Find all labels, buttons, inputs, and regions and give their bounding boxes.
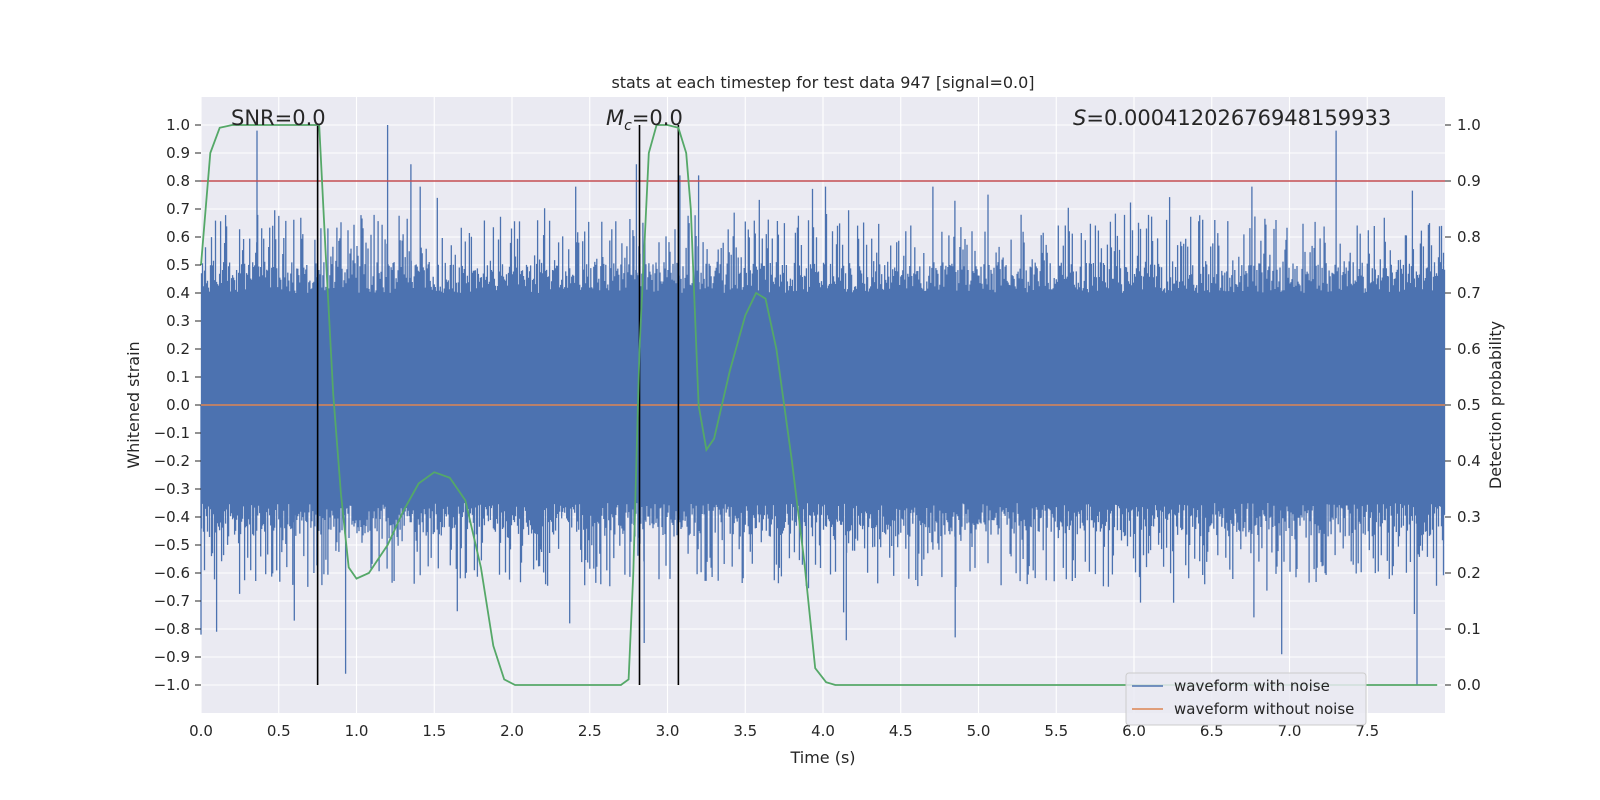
- y-tick-label: −0.1: [154, 424, 190, 442]
- y2-tick-label: 0.9: [1457, 172, 1481, 190]
- legend-box: [1125, 672, 1367, 726]
- y2-tick-label: 0.0: [1457, 676, 1481, 694]
- x-tick-label: 1.0: [345, 722, 369, 740]
- y-tick-label: −0.7: [154, 592, 190, 610]
- y2-tick-label: 0.6: [1457, 340, 1481, 358]
- x-tick-label: 6.0: [1122, 722, 1146, 740]
- y-tick-label: 0.3: [166, 312, 190, 330]
- chirp-mass-annotation: Mc=0.0: [606, 106, 683, 134]
- x-tick-label: 1.5: [422, 722, 446, 740]
- snr-annotation: SNR=0.0: [231, 106, 326, 130]
- x-tick-label: 4.0: [811, 722, 835, 740]
- y2-tick-label: 0.3: [1457, 508, 1481, 526]
- x-tick-label: 3.5: [733, 722, 757, 740]
- y2-tick-label: 0.7: [1457, 284, 1481, 302]
- y2-tick-label: 0.1: [1457, 620, 1481, 638]
- y-tick-label: 0.2: [166, 340, 190, 358]
- y2-tick-label: 0.8: [1457, 228, 1481, 246]
- y-tick-label: −1.0: [154, 676, 190, 694]
- legend-label-clean: waveform without noise: [1174, 700, 1354, 718]
- y-tick-label: 0.4: [166, 284, 190, 302]
- y-tick-label: 1.0: [166, 116, 190, 134]
- chart-title: stats at each timestep for test data 947…: [611, 73, 1034, 92]
- y-tick-label: −0.4: [154, 508, 190, 526]
- y2-axis-ticks: 1.0 0.9 0.8 0.7 0.6 0.5 0.4 0.3 0.2 0.1 0.0: [1445, 116, 1481, 694]
- x-tick-label: 5.5: [1044, 722, 1068, 740]
- x-tick-label: 4.5: [889, 722, 913, 740]
- y-tick-label: −0.9: [154, 648, 190, 666]
- x-tick-label: 7.5: [1355, 722, 1379, 740]
- x-tick-label: 7.0: [1278, 722, 1302, 740]
- y-tick-label: 0.5: [166, 256, 190, 274]
- x-tick-label: 2.5: [578, 722, 602, 740]
- y-tick-label: −0.3: [154, 480, 190, 498]
- legend: waveform with noise waveform without noi…: [1125, 672, 1367, 726]
- y-axis-label: Whitened strain: [124, 341, 143, 468]
- legend-label-noisy: waveform with noise: [1174, 677, 1330, 695]
- overlays: [200, 124, 1445, 686]
- x-axis-label: Time (s): [789, 748, 855, 767]
- x-tick-label: 6.5: [1200, 722, 1224, 740]
- y-tick-label: −0.6: [154, 564, 190, 582]
- y2-axis-label: Detection probability: [1486, 321, 1505, 489]
- s-annotation: S=0.00041202676948159933: [1073, 106, 1391, 130]
- y2-tick-label: 0.5: [1457, 396, 1481, 414]
- y-tick-label: 0.0: [166, 396, 190, 414]
- x-tick-label: 0.0: [189, 722, 213, 740]
- y-tick-label: 0.9: [166, 144, 190, 162]
- x-tick-label: 5.0: [967, 722, 991, 740]
- y2-tick-label: 1.0: [1457, 116, 1481, 134]
- y-tick-label: 0.6: [166, 228, 190, 246]
- y-tick-label: 0.1: [166, 368, 190, 386]
- x-tick-label: 3.0: [656, 722, 680, 740]
- y-tick-label: 0.8: [166, 172, 190, 190]
- y-tick-label: −0.8: [154, 620, 190, 638]
- y-tick-label: −0.5: [154, 536, 190, 554]
- y2-tick-label: 0.4: [1457, 452, 1481, 470]
- y-tick-label: 0.7: [166, 200, 190, 218]
- y2-tick-label: 0.2: [1457, 564, 1481, 582]
- x-axis-ticks: 0.0 0.5 1.0 1.5 2.0 2.5 3.0 3.5 4.0 4.5 5.0 5.5 6.0 6…: [189, 722, 1379, 740]
- x-tick-label: 0.5: [267, 722, 291, 740]
- y-axis-ticks: 1.0 0.9 0.8 0.7 0.6 0.5 0.4 0.3 0.2 0.1 0.0 −0.1 −0.…: [154, 116, 201, 694]
- detection-probability-line: [200, 124, 1438, 686]
- x-tick-label: 2.0: [500, 722, 524, 740]
- y-tick-label: −0.2: [154, 452, 190, 470]
